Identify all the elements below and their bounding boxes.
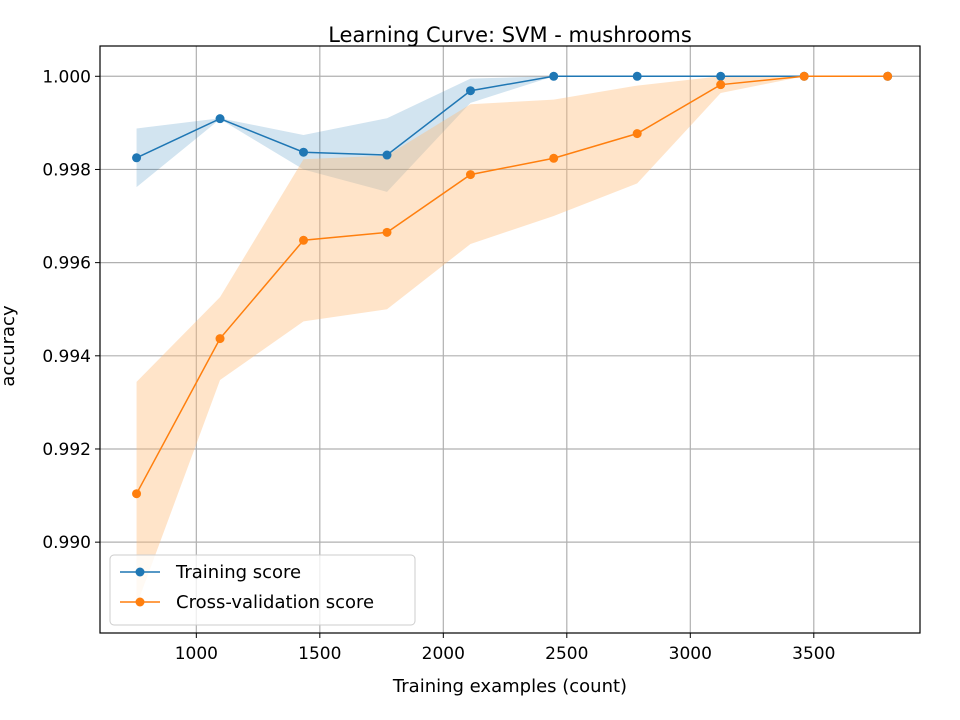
legend-label-training: Training score (175, 562, 301, 583)
x-tick-label: 3000 (669, 644, 712, 664)
x-tick-label: 3500 (792, 644, 835, 664)
y-tick-label: 1.000 (42, 67, 91, 87)
cross-validation-score-point (382, 227, 392, 237)
training-score-point (299, 147, 309, 157)
y-axis-ticks: 0.990 0.992 0.994 0.996 0.998 1.000 (42, 67, 100, 553)
training-score-point (465, 86, 475, 96)
score-bands (136, 76, 888, 606)
x-tick-label: 2000 (422, 644, 465, 664)
cross-validation-score-point (299, 235, 309, 245)
training-score-band (136, 76, 888, 192)
training-score-point (716, 71, 726, 81)
plot-frame (99, 45, 921, 634)
legend-marker-cross-validation (135, 597, 145, 607)
cross-validation-score-point (549, 153, 559, 163)
y-tick-label: 0.994 (42, 347, 91, 367)
legend-box (109, 554, 416, 626)
x-tick-label: 2500 (545, 644, 588, 664)
cross-validation-score-point (799, 71, 809, 81)
x-axis-label: Training examples (count) (392, 676, 627, 697)
x-tick-label: 1500 (298, 644, 341, 664)
y-tick-label: 0.992 (42, 440, 91, 460)
series-points (132, 71, 893, 499)
y-axis-label: accuracy (0, 305, 19, 387)
x-tick-label: 1000 (175, 644, 218, 664)
training-score-point (215, 114, 225, 124)
x-axis-ticks: 1000 1500 2000 2500 3000 3500 (175, 633, 835, 664)
series-lines (135, 75, 888, 495)
cross-validation-score-point (465, 170, 475, 180)
cross-validation-score-band (136, 76, 888, 606)
training-score-point (549, 71, 559, 81)
cross-validation-score-point (132, 489, 142, 499)
legend-marker-training (135, 567, 145, 577)
training-score-line (136, 75, 888, 159)
training-score-point (632, 71, 642, 81)
cross-validation-score-point (215, 334, 225, 344)
y-tick-label: 0.990 (42, 533, 91, 553)
cross-validation-score-point (632, 129, 642, 139)
grid-lines (100, 46, 920, 633)
cross-validation-score-point (883, 71, 893, 81)
legend-label-cross-validation: Cross-validation score (176, 592, 374, 613)
plot-area (100, 46, 920, 633)
legend: Training score Cross-validation score (109, 554, 416, 626)
cross-validation-score-point (716, 80, 726, 90)
training-score-point (132, 153, 142, 163)
y-tick-label: 0.998 (42, 160, 91, 180)
cross-validation-score-line (135, 75, 888, 495)
training-score-point (382, 150, 392, 160)
y-tick-label: 0.996 (42, 254, 91, 274)
chart-title: Learning Curve: SVM - mushrooms (328, 23, 692, 47)
